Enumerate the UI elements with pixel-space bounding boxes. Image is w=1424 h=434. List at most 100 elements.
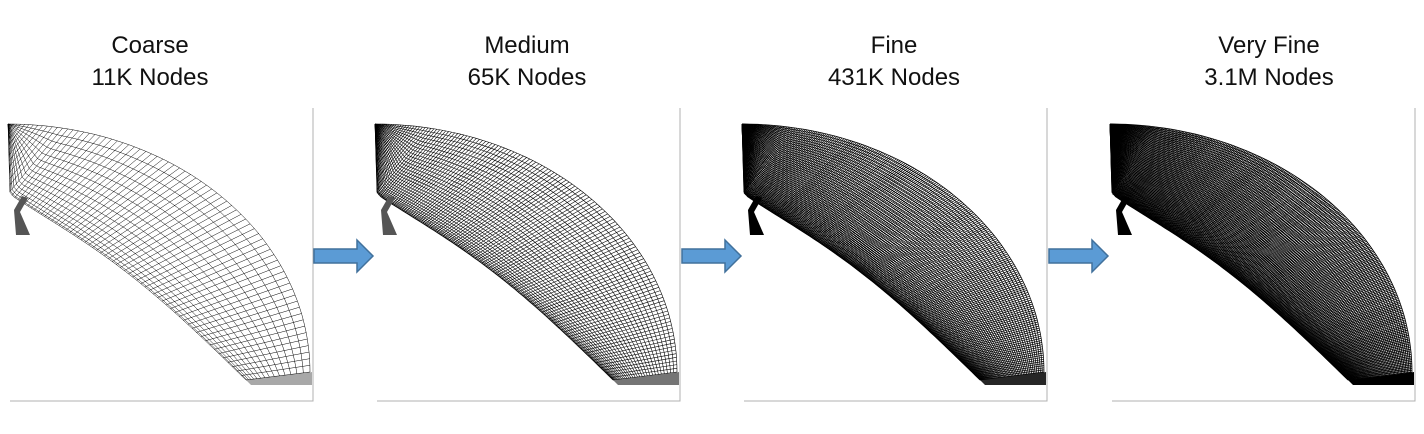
- mesh-lines: [374, 123, 678, 381]
- mesh-radial-line: [428, 152, 518, 228]
- nose-cavity-mesh: [14, 196, 30, 235]
- mesh-radial-line: [144, 233, 259, 288]
- mesh-circumferential-line: [741, 123, 995, 379]
- level-name: Medium: [484, 32, 570, 59]
- mesh-radial-line: [476, 194, 587, 261]
- mesh-circumferential-line: [1109, 123, 1392, 375]
- mesh-radial-line: [112, 196, 223, 262]
- mesh-circumferential-line: [7, 123, 258, 379]
- mesh-circumferential-line: [1109, 123, 1357, 380]
- mesh-radial-line: [440, 161, 537, 236]
- mesh-radial-line: [979, 371, 1045, 381]
- mesh-radial-line: [585, 331, 674, 354]
- mesh-radial-line: [27, 134, 96, 207]
- mesh-radial-line: [108, 192, 218, 259]
- mesh-panel-medium: [373, 100, 683, 405]
- mesh-lines: [7, 123, 311, 381]
- mesh-radial-line: [546, 277, 655, 317]
- mesh-circumferential-line: [374, 123, 638, 378]
- mesh-radial-line: [388, 131, 452, 203]
- mesh-circumferential-line: [1109, 123, 1381, 377]
- node-count: 3.1M Nodes: [1204, 64, 1334, 91]
- mesh-circumferential-line: [741, 123, 989, 380]
- mesh-circumferential-line: [1109, 123, 1401, 374]
- mesh-radial-line: [200, 306, 300, 337]
- mesh-radial-line: [522, 246, 636, 297]
- mesh-circumferential-line: [7, 123, 266, 378]
- mesh-radial-line: [62, 153, 152, 228]
- mesh-circumferential-line: [1109, 123, 1386, 376]
- mesh-radial-line: [232, 351, 310, 367]
- mesh-circumferential-line: [374, 123, 671, 373]
- mesh-circumferential-line: [1109, 123, 1366, 379]
- mesh-radial-line: [148, 238, 263, 291]
- mesh-circumferential-line: [741, 123, 988, 380]
- mesh-circumferential-line: [1109, 123, 1358, 380]
- mesh-radial-line: [548, 280, 656, 320]
- mesh-radial-line: [538, 267, 650, 311]
- mesh-radial-line: [453, 172, 555, 244]
- mesh-radial-line: [459, 177, 564, 248]
- mesh-circumferential-line: [1109, 123, 1394, 375]
- mesh-radial-line: [24, 133, 90, 205]
- mesh-circumferential-line: [1109, 123, 1404, 374]
- refine-arrow-icon: [681, 238, 743, 274]
- mesh-radial-line: [209, 319, 304, 346]
- mesh-circumferential-line: [741, 123, 1021, 376]
- mesh-radial-line: [529, 255, 642, 303]
- mesh-circumferential-line: [7, 123, 252, 380]
- mesh-radial-line: [612, 371, 678, 381]
- mesh-radial-line: [510, 232, 625, 287]
- mesh-circumferential-line: [741, 123, 1015, 376]
- mesh-circumferential-line: [1109, 123, 1368, 378]
- mesh-radial-line: [223, 338, 308, 359]
- level-name: Very Fine: [1218, 32, 1320, 59]
- mesh-circumferential-line: [374, 123, 624, 379]
- mesh-radial-line: [205, 313, 302, 342]
- mesh-circumferential-line: [741, 123, 985, 380]
- mesh-radial-line: [9, 125, 48, 173]
- mesh-radial-line: [116, 200, 228, 265]
- mesh-circumferential-line: [741, 123, 1007, 377]
- mesh-circumferential-line: [741, 123, 1020, 376]
- mesh-radial-line: [9, 126, 53, 179]
- mesh-circumferential-line: [741, 123, 997, 379]
- mesh-radial-line: [128, 214, 242, 275]
- mesh-panel-coarse: [6, 100, 316, 405]
- mesh-radial-line: [218, 332, 307, 354]
- mesh-circumferential-line: [741, 123, 990, 380]
- mesh-circumferential-line: [1109, 123, 1383, 376]
- mesh-circumferential-line: [1109, 123, 1384, 376]
- mesh-radial-line: [513, 235, 628, 289]
- mesh-radial-line: [416, 145, 499, 220]
- mesh-circumferential-line: [741, 123, 1000, 378]
- mesh-radial-line: [543, 274, 653, 315]
- mesh-circumferential-line: [374, 123, 662, 375]
- mesh-circumferential-line: [374, 123, 665, 374]
- mesh-circumferential-line: [1109, 123, 1372, 378]
- mesh-circumferential-line: [1109, 123, 1378, 377]
- mesh-circumferential-line: [741, 123, 1014, 377]
- mesh-radial-line: [485, 203, 598, 267]
- mesh-circumferential-line: [1109, 123, 1400, 374]
- mesh-circumferential-line: [741, 123, 1038, 373]
- mesh-circumferential-line: [741, 123, 1045, 373]
- mesh-circumferential-line: [374, 123, 641, 377]
- mesh-radial-line: [88, 174, 191, 246]
- mesh-circumferential-line: [1109, 123, 1396, 375]
- mesh-radial-line: [132, 218, 246, 278]
- mesh-radial-line: [446, 166, 546, 240]
- mesh-circumferential-line: [1109, 123, 1397, 375]
- mesh-radial-line: [157, 248, 271, 298]
- mesh-circumferential-line: [1109, 123, 1354, 380]
- mesh-circumferential-line: [741, 123, 1024, 375]
- mesh-radial-line: [492, 211, 606, 272]
- mesh-circumferential-line: [374, 123, 678, 373]
- mesh-circumferential-line: [7, 123, 304, 373]
- mesh-circumferential-line: [7, 123, 311, 373]
- mesh-circumferential-line: [741, 123, 1012, 377]
- mesh-radial-line: [73, 161, 169, 236]
- mesh-radial-line: [553, 287, 659, 324]
- mesh-circumferential-line: [741, 123, 1041, 373]
- mesh-circumferential-line: [1109, 123, 1382, 377]
